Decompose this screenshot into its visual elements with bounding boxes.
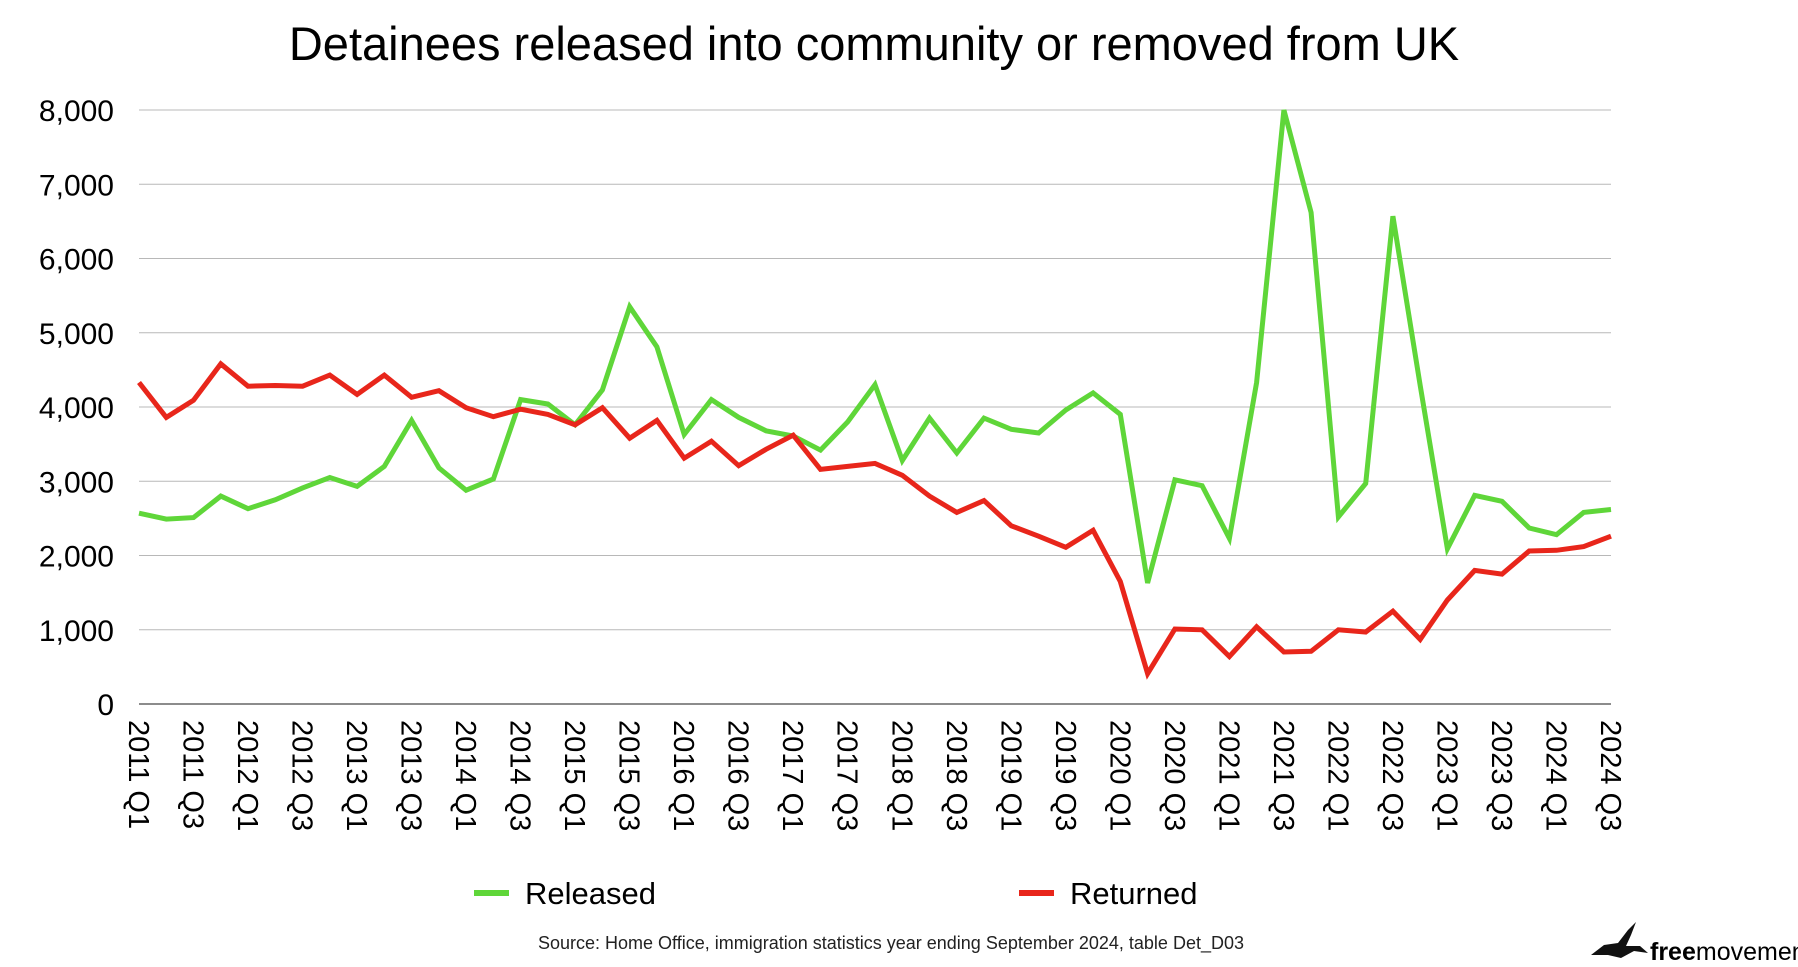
grid [139, 109, 1611, 705]
x-tick-label: 2015 Q3 [613, 720, 645, 831]
x-tick-label: 2021 Q3 [1267, 720, 1299, 831]
x-tick-label: 2014 Q1 [449, 720, 481, 831]
x-tick-label: 2017 Q3 [831, 720, 863, 831]
x-tick-label: 2012 Q1 [231, 720, 263, 831]
x-tick-label: 2022 Q1 [1321, 720, 1353, 831]
x-tick-label: 2013 Q1 [340, 720, 372, 831]
y-tick-label: 2,000 [39, 541, 114, 574]
legend-label-returned: Returned [1070, 876, 1198, 911]
y-tick-label: 8,000 [39, 95, 114, 128]
y-tick-label: 4,000 [39, 392, 114, 425]
y-tick-label: 6,000 [39, 244, 114, 277]
x-tick-label: 2023 Q1 [1430, 720, 1462, 831]
x-tick-label: 2011 Q1 [122, 720, 154, 829]
x-tick-label: 2023 Q3 [1485, 720, 1517, 831]
brand-strong: free [1650, 938, 1696, 966]
x-tick-label: 2022 Q3 [1376, 720, 1408, 831]
series-line-returned [137, 360, 1612, 680]
x-tick-label: 2011 Q3 [177, 720, 209, 829]
x-tick-label: 2015 Q1 [558, 720, 590, 831]
x-tick-label: 2019 Q1 [994, 720, 1026, 831]
chart-title: Detainees released into community or rem… [289, 17, 1459, 70]
y-tick-label: 1,000 [39, 615, 114, 648]
x-tick-label: 2024 Q3 [1594, 720, 1626, 831]
y-tick-label: 5,000 [39, 318, 114, 351]
x-tick-label: 2020 Q1 [1103, 720, 1135, 831]
x-tick-label: 2017 Q1 [776, 720, 808, 831]
x-axis-ticks: 2011 Q1 2011 Q3 2012 Q1 2012 Q3 2013 Q1 2013 … [122, 720, 1626, 831]
x-tick-label: 2024 Q1 [1539, 720, 1571, 831]
legend-label-released: Released [525, 876, 656, 911]
y-tick-label: 3,000 [39, 466, 114, 499]
x-tick-label: 2020 Q3 [1158, 720, 1190, 831]
x-tick-label: 2012 Q3 [286, 720, 318, 831]
x-tick-label: 2021 Q1 [1212, 720, 1244, 831]
x-tick-label: 2016 Q1 [667, 720, 699, 831]
x-tick-label: 2016 Q3 [722, 720, 754, 831]
series-lines [137, 109, 1612, 680]
brand-wordmark: freemovement [1650, 938, 1798, 966]
brand-logo: freemovement [1591, 922, 1798, 966]
series-line-released [138, 109, 1612, 584]
source-note: Source: Home Office, immigration statist… [538, 933, 1244, 954]
y-axis-ticks: 0 1,000 2,000 3,000 4,000 5,000 6,000 7,000 8,00… [39, 95, 114, 722]
x-tick-label: 2013 Q3 [395, 720, 427, 831]
x-tick-label: 2014 Q3 [504, 720, 536, 831]
bird-icon [1591, 922, 1648, 958]
y-tick-label: 7,000 [39, 169, 114, 202]
x-tick-label: 2019 Q3 [1049, 720, 1081, 831]
legend: Released Returned [474, 876, 1198, 911]
x-tick-label: 2018 Q3 [940, 720, 972, 831]
brand-light: movement [1696, 938, 1798, 966]
y-tick-label: 0 [97, 689, 114, 722]
x-tick-label: 2018 Q1 [885, 720, 917, 831]
